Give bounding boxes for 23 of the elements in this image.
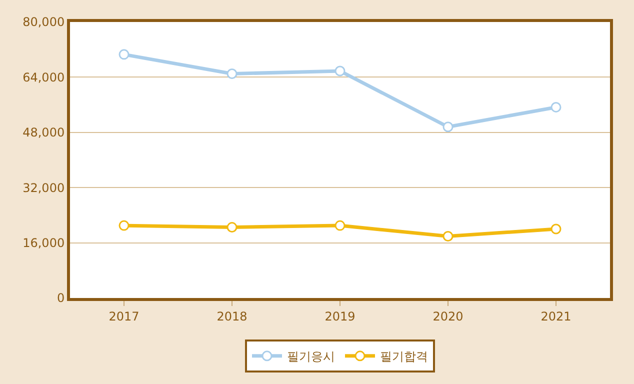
point <box>550 224 562 234</box>
y-tick-label: 16,000 <box>22 236 65 250</box>
legend-label: 필기응시 <box>287 350 335 364</box>
x-tick-label: 2020 <box>432 309 464 324</box>
point <box>442 122 454 132</box>
x-tick-label: 2019 <box>324 309 356 324</box>
legend-label: 필기합격 <box>380 350 428 364</box>
y-tick-label: 64,000 <box>22 70 65 84</box>
y-tick-label: 0 <box>56 291 65 306</box>
x-tick-label: 2018 <box>216 309 248 324</box>
y-tick-label: 48,000 <box>22 126 65 140</box>
x-tick-label: 2017 <box>108 309 140 324</box>
x-tick-label: 2021 <box>540 309 572 324</box>
point <box>226 68 238 79</box>
point <box>550 102 562 112</box>
y-tick-label: 32,000 <box>22 180 65 195</box>
point <box>118 220 130 231</box>
y-tick-label: 80,000 <box>22 15 65 30</box>
point <box>334 66 346 76</box>
point <box>226 222 238 233</box>
point <box>442 231 454 242</box>
point <box>334 220 346 231</box>
point <box>118 49 130 60</box>
